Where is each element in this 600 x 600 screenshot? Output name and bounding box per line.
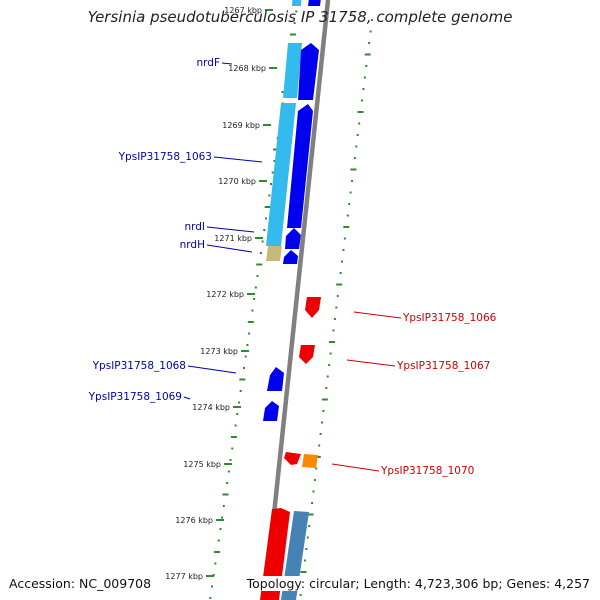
right-tick-ring [299,19,373,596]
gene-feature-top-blue [308,0,321,6]
gene-leader-line [206,226,255,233]
kbp-label: 1272 kbp [206,290,244,299]
gene-feature-1069 [263,401,279,421]
gene-label[interactable]: nrdI [184,221,205,233]
kbp-label: 1276 kbp [175,516,213,525]
gene-leader-line [187,365,237,374]
gene-feature-red-small [284,452,301,465]
kbp-label: 1273 kbp [200,347,238,356]
gene-feature-nrdH [283,250,298,264]
accession-text: Accession: NC_009708 [7,576,154,591]
gene-feature-1067 [299,345,315,364]
topology-text: Topology: circular; Length: 4,723,306 bp… [244,576,592,591]
gene-leader-line [213,156,263,163]
kbp-label: 1267 kbp [224,6,262,15]
gene-features [260,0,321,600]
gene-label[interactable]: YpsIP31758_1067 [396,360,490,372]
gene-leader-line [221,62,233,65]
gene-feature-1070 [302,454,318,468]
gene-leader-line [206,244,253,253]
gene-label[interactable]: YpsIP31758_1063 [118,151,212,163]
kbp-label: 1277 kbp [165,572,203,581]
gene-feature-tan [266,246,282,261]
gene-leader-line [346,359,396,367]
gene-feature-1063-blue [287,104,313,228]
gene-feature-top-cyan [292,0,302,6]
gene-leader-line [183,396,191,400]
gene-label[interactable]: YpsIP31758_1069 [88,391,182,403]
genome-backbone [262,0,331,600]
gene-feature-1063-cyan [266,103,296,246]
kbp-label: 1270 kbp [218,177,256,186]
gene-label[interactable]: nrdH [180,239,205,251]
gene-label[interactable]: YpsIP31758_1066 [402,312,497,324]
gene-feature-nrdF-blue [298,43,319,100]
kbp-label: 1275 kbp [183,460,221,469]
gene-feature-1066 [305,297,321,318]
kbp-label: 1269 kbp [222,121,260,130]
kbp-label: 1271 kbp [214,234,252,243]
gene-leader-line [331,463,380,472]
gene-feature-nrdF-cyan [283,43,302,98]
kbp-label: 1274 kbp [192,403,230,412]
label-layer: 1267 kbp 1268 kbp 1269 kbp 1270 kbp 1271 kbp… [88,6,497,581]
gene-feature-1068 [267,367,284,391]
gene-leader-line [353,311,402,319]
kbp-label: 1268 kbp [228,64,266,73]
gene-feature-nrdI [285,228,301,249]
map-title: Yersinia pseudotuberculosis IP 31758, co… [87,8,513,26]
gene-label[interactable]: YpsIP31758_1068 [92,360,186,372]
gene-label[interactable]: nrdF [197,57,221,69]
gene-label[interactable]: YpsIP31758_1070 [380,465,474,477]
